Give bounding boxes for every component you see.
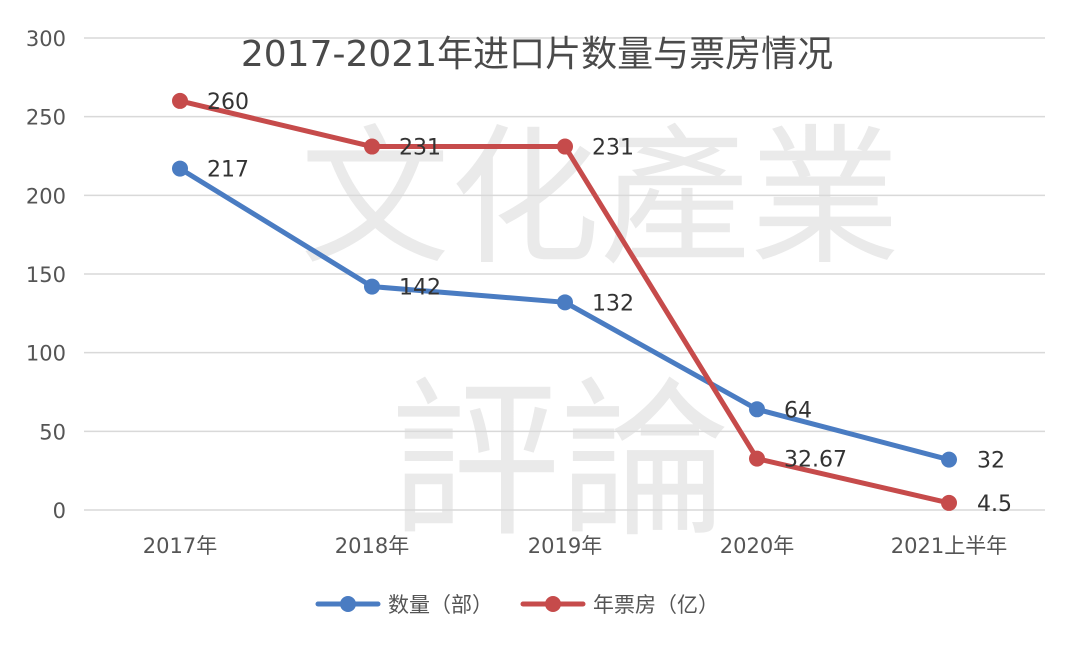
data-point (557, 138, 573, 155)
data-label: 142 (399, 276, 441, 301)
data-label: 231 (592, 136, 634, 161)
legend-item: 数量（部） (315, 593, 493, 617)
chart-title: 2017-2021年进口片数量与票房情况 (241, 34, 833, 75)
data-label: 32 (977, 449, 1005, 474)
legend: 数量（部） 年票房（亿） (315, 593, 719, 617)
data-label: 260 (207, 90, 249, 115)
data-point (364, 278, 380, 295)
watermark: 文化產業 評論 (300, 112, 900, 561)
data-label: 132 (592, 291, 634, 316)
x-tick-label: 2017年 (143, 534, 217, 558)
legend-swatch-marker (545, 596, 561, 612)
legend-label: 数量（部） (388, 593, 493, 617)
watermark-bottom: 評論 (390, 363, 730, 561)
x-tick-label: 2018年 (335, 534, 409, 558)
data-label: 32.67 (784, 448, 847, 473)
data-label: 217 (207, 158, 249, 183)
data-point (941, 494, 957, 511)
x-tick-label: 2020年 (720, 534, 794, 558)
legend-label: 年票房（亿） (593, 593, 719, 617)
data-point (364, 138, 380, 155)
data-point (172, 92, 188, 109)
series-2: 260 231 231 32.67 4.5 (172, 90, 1012, 517)
x-tick-label: 2021上半年 (891, 534, 1007, 558)
y-axis: 0 50 100 150 200 250 300 (26, 27, 66, 523)
y-tick-label: 300 (26, 27, 66, 51)
data-point (749, 401, 765, 418)
legend-swatch-marker (340, 596, 356, 612)
data-label: 64 (784, 398, 812, 423)
y-tick-label: 0 (53, 499, 66, 523)
data-label: 231 (399, 136, 441, 161)
legend-item: 年票房（亿） (520, 593, 719, 617)
data-label: 4.5 (977, 492, 1012, 517)
y-tick-label: 250 (26, 106, 66, 130)
data-point (557, 294, 573, 311)
x-axis: 2017年 2018年 2019年 2020年 2021上半年 (143, 534, 1007, 558)
y-tick-label: 100 (26, 342, 66, 366)
series-1: 217 142 132 64 32 (172, 158, 1005, 474)
data-point (172, 160, 188, 177)
data-point (749, 450, 765, 467)
y-tick-label: 150 (26, 263, 66, 287)
x-tick-label: 2019年 (528, 534, 602, 558)
series: 217 142 132 64 32 260 231 231 32.67 4.5 (172, 90, 1012, 517)
y-tick-label: 50 (39, 420, 66, 444)
data-point (941, 451, 957, 468)
y-tick-label: 200 (26, 184, 66, 208)
